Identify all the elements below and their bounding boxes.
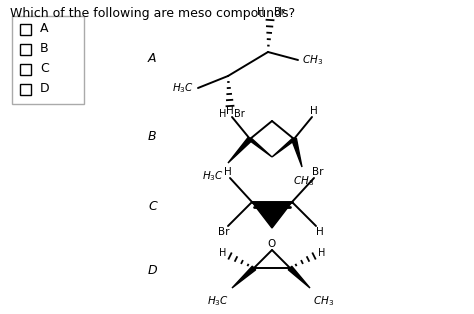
Text: C: C <box>40 62 49 75</box>
Text: H: H <box>226 106 234 116</box>
Text: Br: Br <box>234 109 245 119</box>
Text: A: A <box>148 52 156 66</box>
Text: $CH_3$: $CH_3$ <box>302 53 323 67</box>
Text: D: D <box>148 264 158 278</box>
Polygon shape <box>252 202 292 228</box>
Text: O: O <box>268 239 276 249</box>
Polygon shape <box>232 266 255 288</box>
Text: H: H <box>224 167 232 177</box>
Polygon shape <box>288 266 310 288</box>
Text: C: C <box>148 199 157 213</box>
Text: A: A <box>40 23 48 35</box>
Text: Br: Br <box>312 167 324 177</box>
Text: Which of the following are meso compounds?: Which of the following are meso compound… <box>10 7 295 20</box>
Bar <box>20 84 31 95</box>
Text: $H_3C$: $H_3C$ <box>202 169 224 183</box>
Text: H: H <box>310 106 318 116</box>
Text: Br: Br <box>274 7 285 17</box>
Text: H: H <box>316 227 324 237</box>
Text: D: D <box>40 83 50 95</box>
Text: B: B <box>148 129 156 143</box>
Text: H: H <box>318 248 325 258</box>
Bar <box>12 16 84 104</box>
Text: $CH_3$: $CH_3$ <box>313 294 334 308</box>
Bar <box>20 44 31 55</box>
Text: $CH_3$: $CH_3$ <box>293 174 315 188</box>
Polygon shape <box>249 138 272 157</box>
Text: $H_3C$: $H_3C$ <box>172 81 194 95</box>
Text: H: H <box>219 109 226 119</box>
Text: $H_3C$: $H_3C$ <box>207 294 229 308</box>
Polygon shape <box>272 138 295 157</box>
Bar <box>20 24 31 35</box>
Text: Br: Br <box>218 227 230 237</box>
Text: H: H <box>219 248 226 258</box>
Bar <box>20 64 31 75</box>
Text: B: B <box>40 42 49 56</box>
Polygon shape <box>228 137 252 163</box>
Text: H: H <box>256 7 264 17</box>
Polygon shape <box>292 138 302 167</box>
